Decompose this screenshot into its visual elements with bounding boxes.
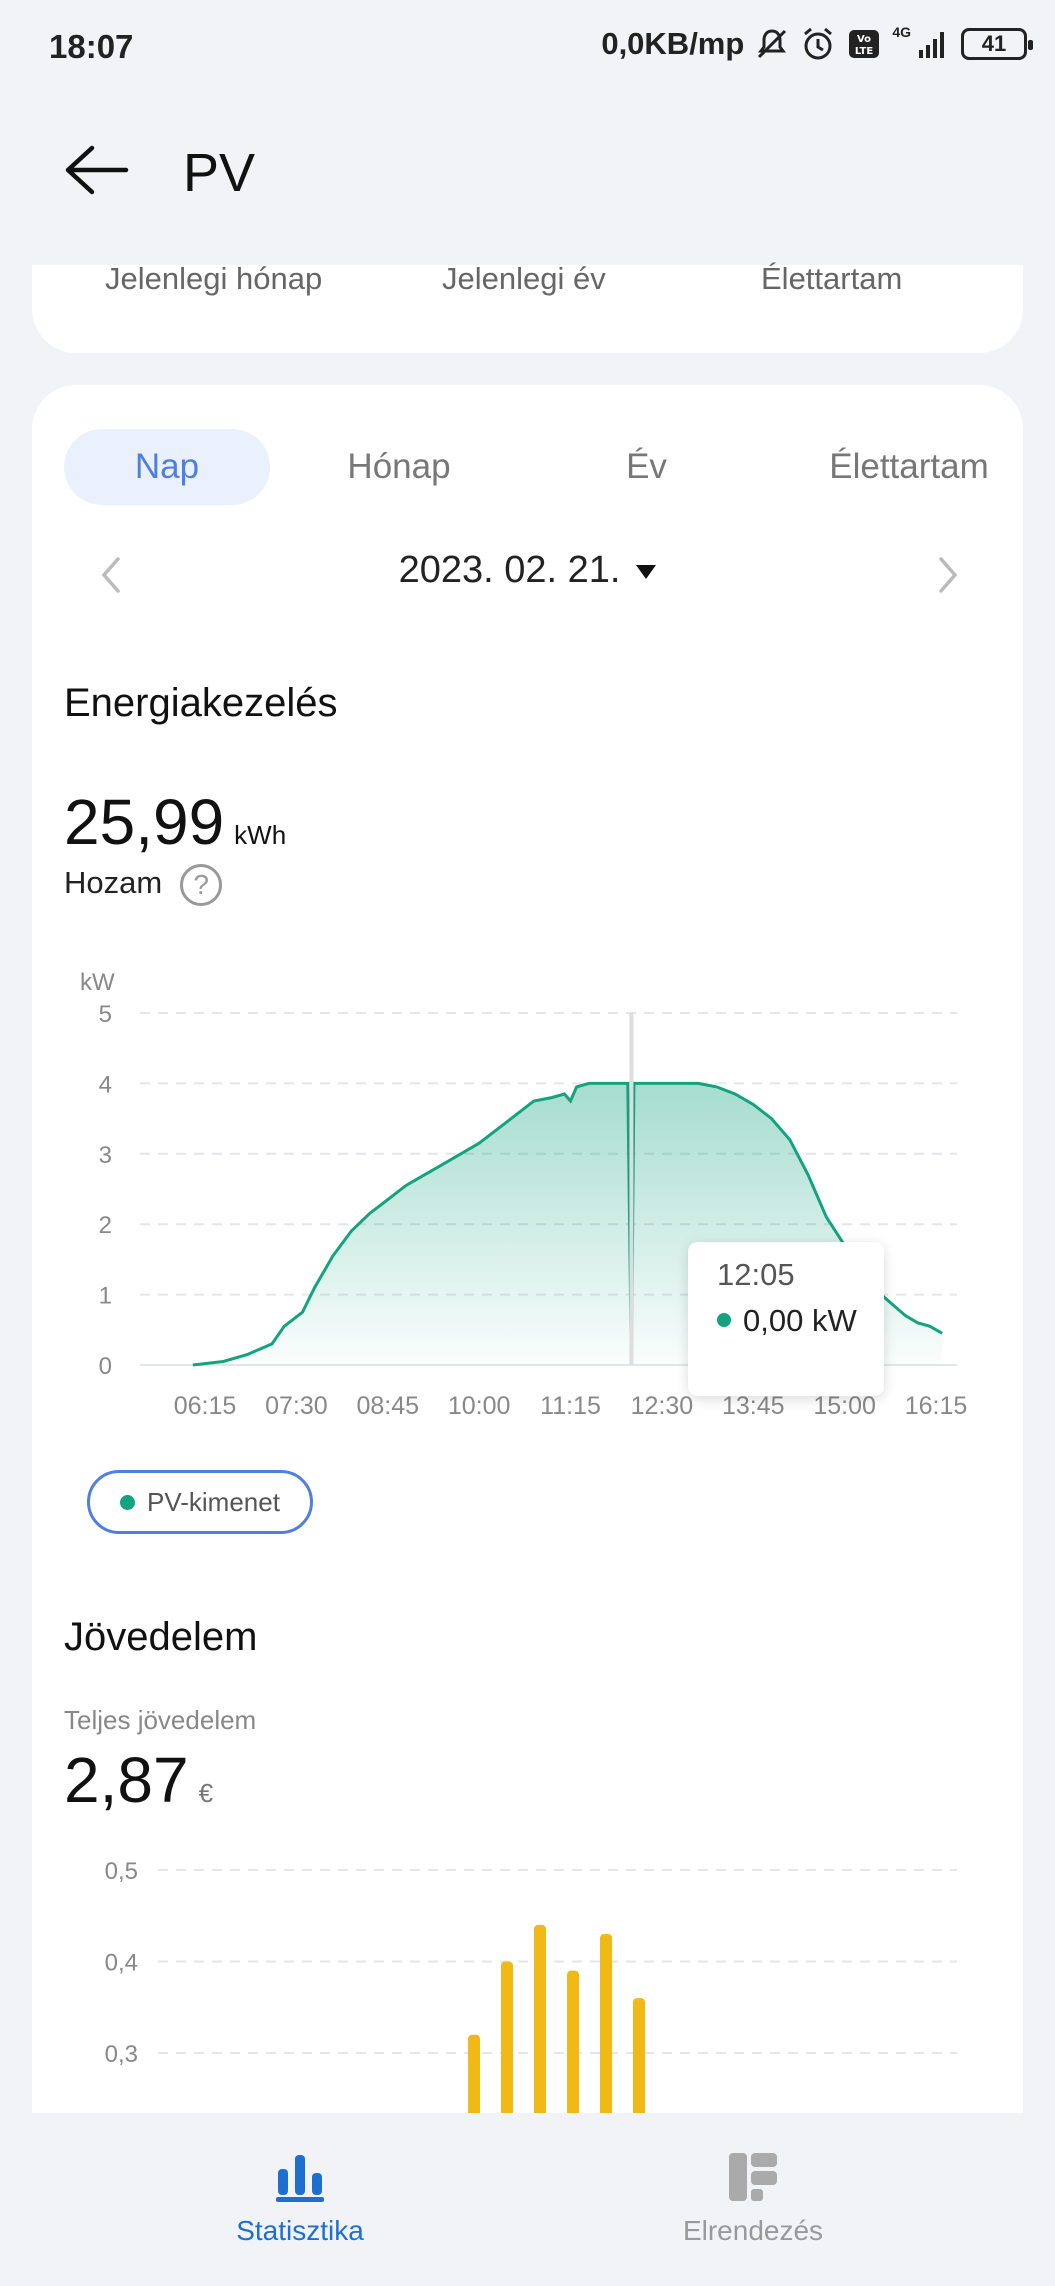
y-tick-label: 1 xyxy=(99,1283,112,1310)
legend-dot xyxy=(120,1494,135,1510)
signal-icon xyxy=(919,32,944,58)
tooltip-value: 0,00 kW xyxy=(743,1303,857,1338)
alarm-icon xyxy=(804,27,833,60)
nav-statisztika[interactable]: Statisztika xyxy=(170,2149,430,2247)
layout-icon xyxy=(729,2153,777,2201)
y-tick-label: 5 xyxy=(99,1001,112,1028)
y-tick-label: 4 xyxy=(99,1071,112,1098)
x-tick-label: 06:15 xyxy=(174,1392,237,1420)
bell-muted-icon xyxy=(758,29,787,59)
battery-indicator: 41 xyxy=(961,28,1033,60)
currency-unit: € xyxy=(198,1778,214,1808)
date-navigator: 2023. 02. 21. xyxy=(32,545,1023,605)
y-tick-label: 0 xyxy=(99,1353,112,1380)
y-tick-label: 3 xyxy=(99,1142,112,1169)
network-speed: 0,0KB/mp xyxy=(601,26,745,61)
x-tick-label: 07:30 xyxy=(265,1392,328,1420)
period-tabs: Nap Hónap Év Élettartam xyxy=(64,429,994,505)
dropdown-triangle-icon xyxy=(636,564,657,579)
pv-output-chart[interactable]: 5 4 3 2 1 0 06:15 07:30 08:45 10:00 11:15 12:30 13:… xyxy=(32,960,1023,1430)
tab-elettartam[interactable]: Élettartam xyxy=(829,447,989,486)
yield-label-text: Hozam xyxy=(64,865,163,901)
income-bar[interactable] xyxy=(534,1924,546,2175)
svg-text:Vo: Vo xyxy=(857,34,871,45)
legend-label: PV-kimenet xyxy=(147,1486,280,1517)
bar-chart-icon xyxy=(276,2155,324,2202)
energy-yield-number: 25,99 xyxy=(64,786,225,858)
income-section-title: Jövedelem xyxy=(64,1615,258,1659)
date-value: 2023. 02. 21. xyxy=(398,549,621,591)
total-income-value: 2,87 € xyxy=(64,1743,213,1817)
period-summary-card: Jelenlegi hónap Jelenlegi év Élettartam xyxy=(32,261,1023,353)
summary-label-lifetime: Élettartam xyxy=(761,261,903,296)
y-axis-unit: kW xyxy=(80,969,115,996)
x-tick-label: 08:45 xyxy=(356,1392,419,1420)
app-header: PV xyxy=(0,110,1055,230)
tab-ev[interactable]: Év xyxy=(626,447,667,486)
total-income-label: Teljes jövedelem xyxy=(64,1705,257,1735)
svg-text:LTE: LTE xyxy=(855,46,874,57)
y-tick-label: 0,3 xyxy=(105,2041,138,2068)
status-time: 18:07 xyxy=(49,28,134,65)
energy-yield-unit: kWh xyxy=(234,820,287,850)
nav-elrendezes[interactable]: Elrendezés xyxy=(623,2149,883,2247)
nav-statisztika-label: Statisztika xyxy=(236,2215,364,2246)
battery-level: 41 xyxy=(981,31,1007,56)
tooltip-series-dot xyxy=(717,1313,731,1327)
x-tick-label: 16:15 xyxy=(905,1392,968,1420)
x-tick-label: 12:30 xyxy=(631,1392,694,1420)
tab-honap[interactable]: Hónap xyxy=(347,447,451,486)
x-tick-label: 13:45 xyxy=(722,1392,785,1420)
tooltip-time: 12:05 xyxy=(717,1257,795,1292)
y-tick-label: 0,5 xyxy=(105,1858,138,1885)
y-tick-label: 0,4 xyxy=(105,1950,138,1977)
help-icon[interactable]: ? xyxy=(180,864,223,906)
network-type: 4G xyxy=(892,24,911,40)
chevron-left-icon[interactable] xyxy=(92,553,132,597)
tab-nap[interactable]: Nap xyxy=(64,429,270,505)
bottom-navigation: Statisztika Elrendezés xyxy=(0,2113,1055,2286)
page-title: PV xyxy=(183,143,256,203)
chart-tooltip xyxy=(688,1242,884,1396)
summary-label-year: Jelenlegi év xyxy=(442,261,606,296)
yield-label: Hozam? xyxy=(64,864,223,906)
y-tick-label: 2 xyxy=(99,1212,112,1239)
status-bar: 18:07 0,0KB/mp Vo LTE 4G 41 xyxy=(0,0,1055,95)
summary-label-month: Jelenlegi hónap xyxy=(105,261,323,296)
energy-section-title: Energiakezelés xyxy=(64,681,338,725)
legend-pv-output[interactable]: PV-kimenet xyxy=(87,1470,313,1534)
x-tick-label: 11:15 xyxy=(540,1392,601,1420)
x-tick-label: 10:00 xyxy=(448,1392,511,1420)
nav-elrendezes-label: Elrendezés xyxy=(682,2215,824,2246)
x-tick-label: 15:00 xyxy=(813,1392,876,1420)
chevron-right-icon[interactable] xyxy=(927,553,967,597)
energy-yield-value: 25,99 kWh xyxy=(64,785,286,859)
back-arrow-icon[interactable] xyxy=(60,140,132,200)
statistics-card: Nap Hónap Év Élettartam 2023. 02. 21. En… xyxy=(32,385,1023,2175)
date-selector[interactable]: 2023. 02. 21. xyxy=(32,549,1023,592)
status-icons: 0,0KB/mp Vo LTE 4G 41 xyxy=(601,24,1033,62)
total-income-number: 2,87 xyxy=(64,1744,189,1816)
